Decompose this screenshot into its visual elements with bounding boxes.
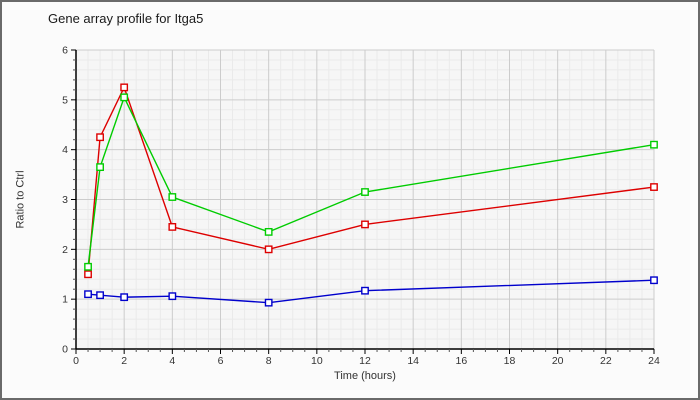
series-red-marker	[264, 245, 273, 254]
svg-text:20: 20	[552, 355, 564, 367]
y-tick-labels: 0 1 2 3 4 5 6	[62, 45, 68, 356]
svg-text:5: 5	[62, 94, 68, 106]
svg-text:1: 1	[62, 294, 68, 306]
series-red-marker	[84, 270, 92, 279]
svg-text:4: 4	[62, 144, 68, 156]
minor-axis-ticks	[73, 59, 643, 352]
chart-title: Gene array profile for Itga5	[48, 11, 204, 26]
svg-text:8: 8	[266, 355, 272, 367]
svg-text:24: 24	[648, 355, 660, 367]
series-blue	[84, 276, 658, 307]
series-green	[84, 93, 658, 271]
series-blue-marker	[96, 291, 104, 300]
series-blue-marker	[84, 290, 92, 299]
series-green-marker	[96, 163, 104, 172]
series-green-marker	[361, 188, 369, 196]
svg-text:6: 6	[62, 45, 68, 57]
series-blue-marker	[120, 293, 129, 302]
svg-text:14: 14	[407, 355, 419, 367]
series-blue-marker	[264, 298, 273, 307]
svg-text:0: 0	[73, 355, 79, 367]
svg-text:12: 12	[359, 355, 371, 367]
series-blue-marker	[650, 276, 658, 285]
series-red-marker	[650, 183, 658, 191]
series-red-marker	[96, 133, 104, 142]
series-red-marker	[168, 223, 177, 231]
series-red-marker	[120, 83, 129, 92]
svg-text:0: 0	[62, 344, 68, 356]
svg-text:2: 2	[121, 355, 127, 367]
svg-text:18: 18	[504, 355, 516, 367]
x-axis-title: Time (hours)	[334, 370, 396, 382]
series-green-marker	[120, 93, 129, 102]
series-green-marker	[650, 140, 658, 149]
x-tick-labels: 0 2 4 6 8 10 12 14 16 18 20 22 24	[73, 355, 660, 367]
series-green-marker	[264, 227, 273, 236]
svg-text:22: 22	[600, 355, 612, 367]
series-red	[84, 83, 658, 279]
svg-text:10: 10	[311, 355, 323, 367]
series-green-marker	[168, 193, 177, 201]
svg-text:4: 4	[169, 355, 175, 367]
svg-text:3: 3	[62, 194, 68, 206]
series-red-marker	[361, 220, 369, 229]
svg-text:2: 2	[62, 244, 68, 256]
svg-text:6: 6	[218, 355, 224, 367]
series-blue-marker	[168, 292, 177, 301]
axis-ticks	[71, 49, 655, 354]
svg-text:16: 16	[455, 355, 467, 367]
series-green-marker	[84, 262, 92, 271]
series-blue-marker	[361, 286, 369, 295]
